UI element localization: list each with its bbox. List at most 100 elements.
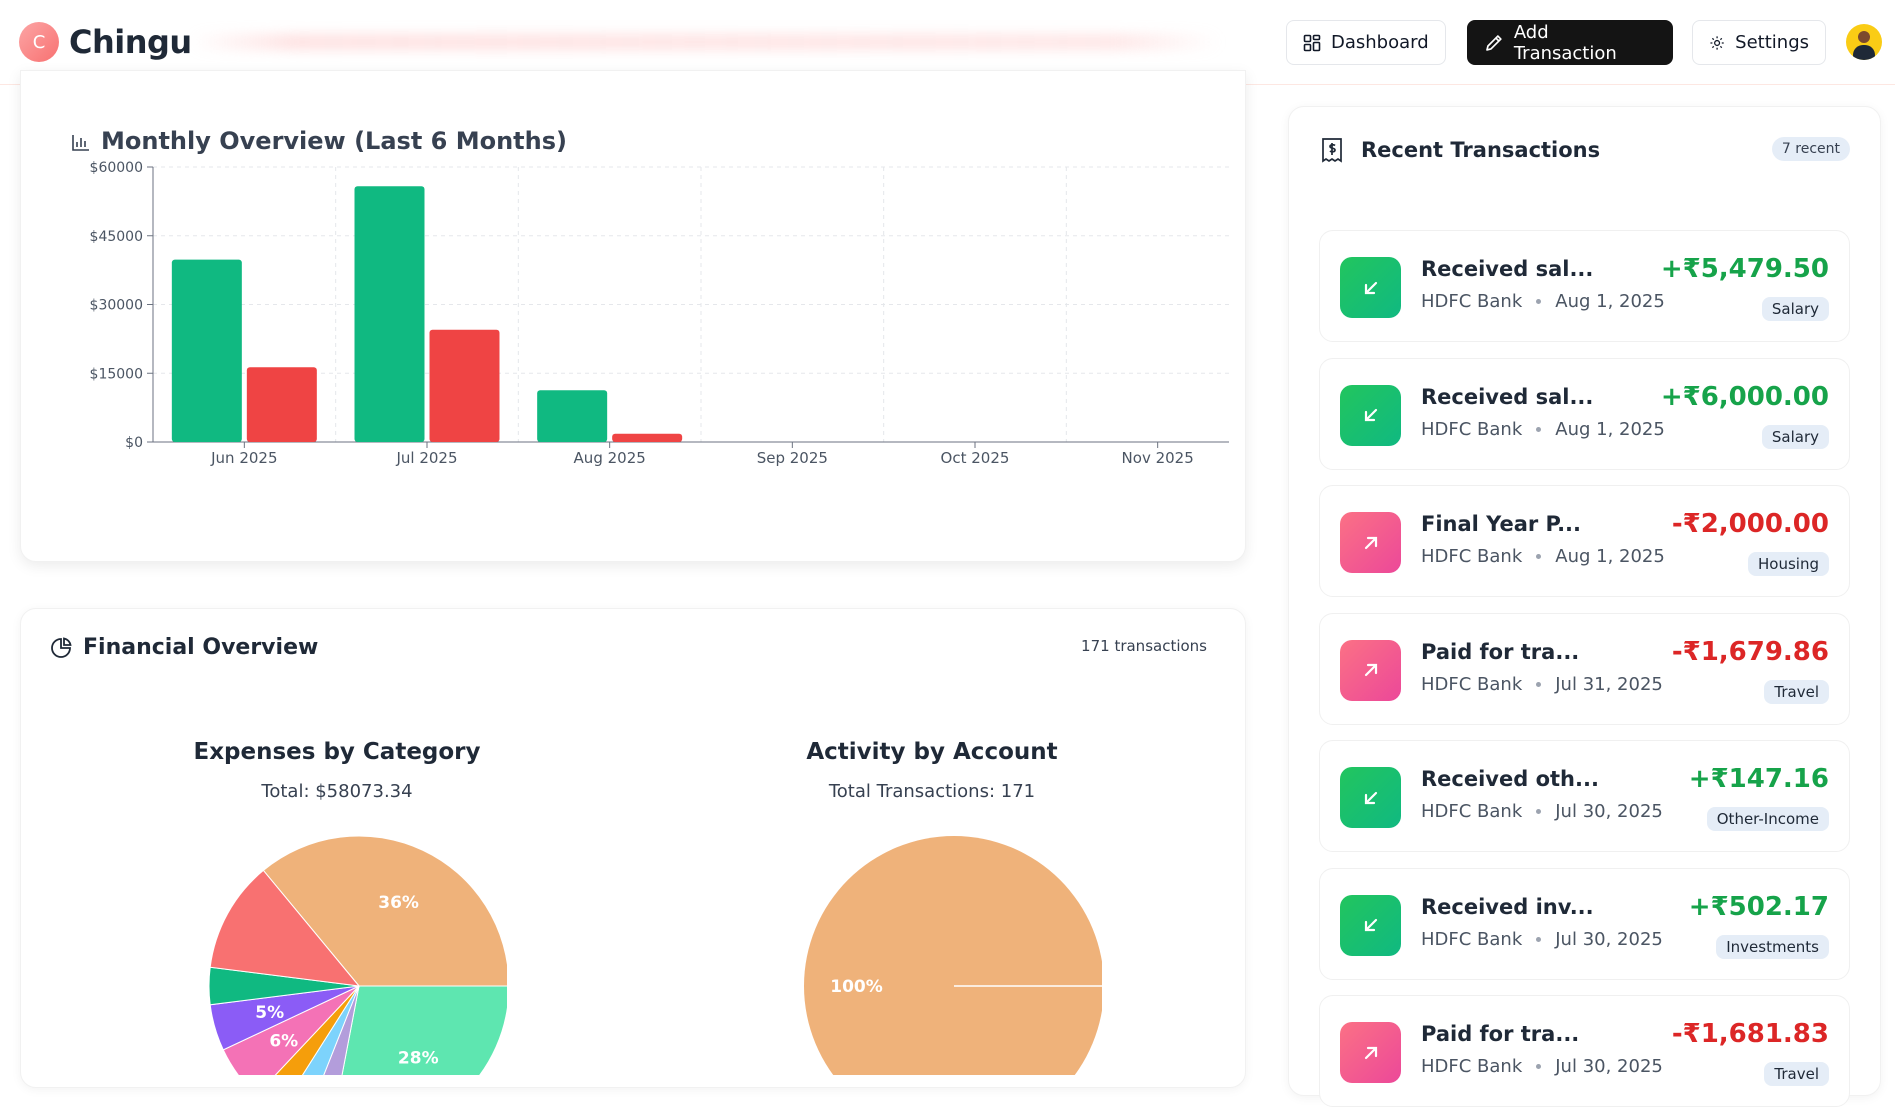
arrow-down-left-icon <box>1340 257 1401 318</box>
transaction-item[interactable]: Received oth... HDFC Bank Jul 30, 2025 +₹14… <box>1319 740 1850 852</box>
expense-bar[interactable] <box>246 367 317 442</box>
transaction-bank: HDFC Bank <box>1421 1056 1523 1077</box>
income-bar[interactable] <box>537 390 608 442</box>
pie-slice[interactable] <box>262 835 507 987</box>
monthly-overview-header: Monthly Overview (Last 6 Months) <box>72 127 567 155</box>
transaction-date: Jul 30, 2025 <box>1555 1056 1663 1077</box>
arrow-up-right-icon <box>1340 639 1401 701</box>
pie-slice[interactable] <box>804 836 1102 1075</box>
transaction-category-badge: Other-Income <box>1706 807 1829 831</box>
separator-dot <box>1536 426 1542 432</box>
transaction-date: Aug 1, 2025 <box>1555 291 1665 312</box>
expenses-total: Total: $58073.34 <box>261 781 413 802</box>
pie-slice-label: 36% <box>378 893 419 913</box>
transaction-item[interactable]: Paid for tra... HDFC Bank Jul 30, 2025 -₹1,… <box>1319 995 1850 1107</box>
x-tick-label: Oct 2025 <box>941 449 1010 467</box>
separator-dot <box>1536 1064 1542 1069</box>
separator-dot <box>1536 936 1542 942</box>
activity-total: Total Transactions: 171 <box>828 781 1036 802</box>
transaction-meta: HDFC Bank Jul 30, 2025 <box>1421 801 1663 822</box>
transaction-category-badge: Salary <box>1761 297 1829 321</box>
transaction-meta: HDFC Bank Aug 1, 2025 <box>1421 291 1665 312</box>
transaction-bank: HDFC Bank <box>1421 418 1523 440</box>
pie-chart-icon <box>51 636 72 658</box>
transaction-title: Received sal... <box>1421 257 1594 281</box>
avatar[interactable] <box>1846 24 1882 60</box>
transaction-item[interactable]: Final Year P... HDFC Bank Aug 1, 2025 -₹2,0… <box>1319 485 1850 597</box>
income-bar[interactable] <box>171 259 242 442</box>
expense-bar[interactable] <box>429 329 500 442</box>
y-tick-label: $30000 <box>90 298 143 314</box>
arrow-down-left-icon <box>1340 384 1401 446</box>
transaction-bank: HDFC Bank <box>1421 673 1523 695</box>
transaction-title: Received sal... <box>1421 384 1594 409</box>
y-tick-label: $60000 <box>90 161 143 176</box>
pie-slice-label: 6% <box>269 1032 298 1052</box>
pie-slice[interactable] <box>209 869 361 987</box>
pie-slice[interactable] <box>304 985 360 1075</box>
expense-bar[interactable] <box>612 433 683 442</box>
pie-slice[interactable] <box>279 985 360 1075</box>
transaction-amount: -₹1,679.86 <box>1671 636 1829 667</box>
transaction-item[interactable]: Paid for tra... HDFC Bank Jul 31, 2025 -₹1,… <box>1319 612 1850 725</box>
income-bar[interactable] <box>354 186 425 442</box>
pie-slice[interactable] <box>331 985 507 1075</box>
arrow-up-right-icon <box>1340 1022 1401 1083</box>
x-tick-label: Aug 2025 <box>574 449 646 467</box>
monthly-overview-title: Monthly Overview (Last 6 Months) <box>101 127 567 155</box>
x-tick-label: Nov 2025 <box>1122 449 1194 467</box>
recent-transactions-title: Recent Transactions <box>1361 138 1601 162</box>
recent-transactions-header: Recent Transactions <box>1321 137 1600 163</box>
y-tick-label: $15000 <box>90 366 143 382</box>
add-transaction-label: Add Transaction <box>1513 21 1617 64</box>
separator-dot <box>1536 809 1542 814</box>
recent-count-badge: 7 recent <box>1771 137 1850 161</box>
monthly-overview-card: Monthly Overview (Last 6 Months) $0 $1500… <box>20 70 1246 562</box>
transaction-title: Paid for tra... <box>1421 639 1580 664</box>
x-tick-label: Sep 2025 <box>757 449 828 467</box>
transaction-title: Paid for tra... <box>1421 1022 1580 1046</box>
dashboard-label: Dashboard <box>1331 32 1429 53</box>
dashboard-button[interactable]: Dashboard <box>1286 20 1446 65</box>
receipt-icon <box>1322 138 1342 163</box>
pencil-icon <box>1486 34 1502 51</box>
transaction-item[interactable]: Received sal... HDFC Bank Aug 1, 2025 +₹6,0… <box>1319 357 1850 470</box>
settings-button[interactable]: Settings <box>1692 20 1826 65</box>
transaction-category-badge: Salary <box>1761 424 1829 449</box>
financial-overview-title: Financial Overview <box>83 635 319 660</box>
activity-title: Activity by Account <box>806 739 1058 765</box>
financial-overview-header: Financial Overview <box>49 635 318 660</box>
separator-dot <box>1536 554 1542 559</box>
settings-label: Settings <box>1735 32 1809 53</box>
transaction-bank: HDFC Bank <box>1421 546 1523 567</box>
brand[interactable]: C Chingu <box>19 22 192 62</box>
separator-dot <box>1536 299 1542 304</box>
expenses-title: Expenses by Category <box>193 739 481 765</box>
x-tick-label: Jun 2025 <box>210 449 277 467</box>
arrow-up-right-icon <box>1340 512 1401 573</box>
separator-dot <box>1536 681 1542 687</box>
bar-chart-icon <box>72 135 89 151</box>
recent-transactions-card: Recent Transactions 7 recent Received sa… <box>1288 106 1881 1107</box>
transaction-date: Jul 31, 2025 <box>1555 673 1663 695</box>
transaction-date: Aug 1, 2025 <box>1555 546 1665 567</box>
transaction-meta: HDFC Bank Jul 30, 2025 <box>1421 929 1663 950</box>
activity-pie-chart: 100% <box>804 836 1102 1075</box>
add-transaction-button[interactable]: Add Transaction <box>1467 20 1673 65</box>
arrow-down-left-icon <box>1340 767 1401 828</box>
transaction-item[interactable]: Received sal... HDFC Bank Aug 1, 2025 +₹5,4… <box>1319 230 1850 342</box>
avatar-body <box>1853 45 1875 60</box>
transaction-category-badge: Travel <box>1764 1062 1829 1086</box>
transaction-date: Jul 30, 2025 <box>1555 928 1663 950</box>
y-tick-label: $0 <box>125 435 143 451</box>
arrow-down-left-icon <box>1340 894 1401 956</box>
transaction-meta: HDFC Bank Aug 1, 2025 <box>1421 419 1665 440</box>
avatar-head <box>1858 31 1870 43</box>
header-glow <box>190 34 1220 50</box>
transaction-title: Received inv... <box>1421 894 1594 919</box>
transaction-item[interactable]: Received inv... HDFC Bank Jul 30, 2025 +₹50… <box>1319 867 1850 980</box>
transaction-date: Jul 30, 2025 <box>1555 801 1663 822</box>
monthly-bar-chart: $0 $15000 $30000 $45000 $60000 Jun 2025 Jul 20… <box>90 161 1229 467</box>
transaction-bank: HDFC Bank <box>1421 291 1523 312</box>
transaction-category-badge: Travel <box>1764 679 1829 704</box>
